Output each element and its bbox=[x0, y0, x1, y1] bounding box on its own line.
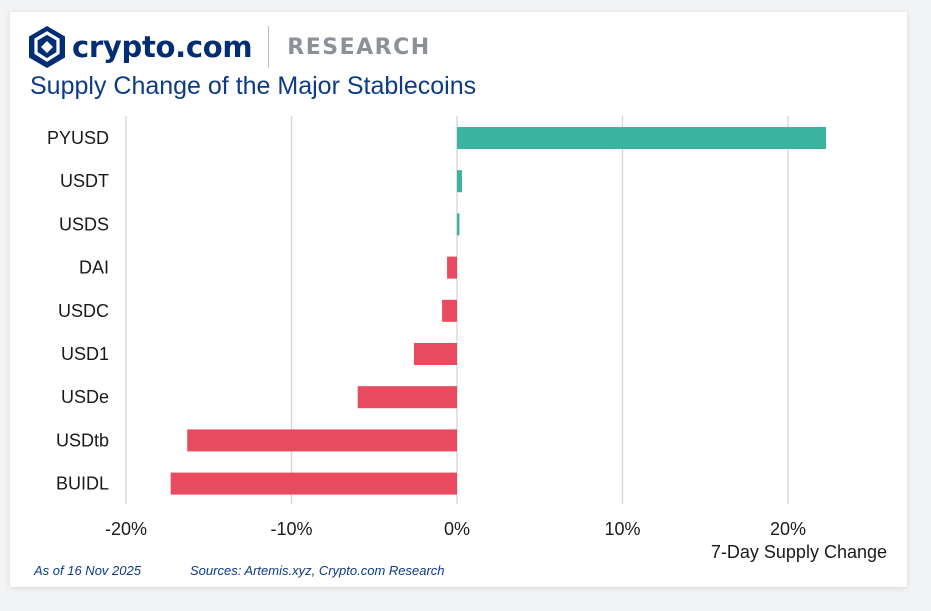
bar-usdt bbox=[457, 170, 462, 193]
category-label: USDe bbox=[61, 387, 109, 407]
category-label: USDC bbox=[58, 301, 109, 321]
category-label: USD1 bbox=[61, 344, 109, 364]
x-tick-label: -10% bbox=[270, 519, 312, 539]
brand-divider bbox=[268, 26, 270, 68]
bar-dai bbox=[447, 256, 457, 279]
bar-usd1 bbox=[413, 343, 457, 365]
bar-usde bbox=[357, 386, 457, 409]
chart-card bbox=[10, 12, 907, 587]
category-label: USDS bbox=[59, 214, 109, 234]
bar-buidl bbox=[170, 472, 457, 495]
category-label: DAI bbox=[79, 258, 109, 278]
brand-header: crypto.com RESEARCH bbox=[28, 24, 431, 70]
sources-note: Sources: Artemis.xyz, Crypto.com Researc… bbox=[190, 563, 445, 578]
category-labels: PYUSD USDT USDS DAI USDC USD1 USDe USDtb BUIDL bbox=[47, 128, 109, 494]
category-label: USDtb bbox=[56, 430, 109, 450]
bar-pyusd bbox=[457, 127, 827, 149]
x-tick-labels: -20% -10% 0% 10% 20% bbox=[105, 519, 806, 539]
x-tick-label: 0% bbox=[444, 519, 470, 539]
crypto-com-logo-icon bbox=[29, 26, 65, 68]
x-tick-label: 20% bbox=[770, 519, 806, 539]
chart-title: Supply Change of the Major Stablecoins bbox=[30, 72, 477, 100]
bar-usdtb bbox=[187, 429, 458, 452]
category-label: USDT bbox=[60, 171, 109, 191]
brand-wordmark: crypto.com bbox=[72, 30, 253, 64]
bar-usds bbox=[457, 213, 460, 236]
category-label: BUIDL bbox=[56, 474, 109, 494]
x-tick-label: -20% bbox=[105, 519, 147, 539]
bars bbox=[170, 127, 827, 495]
x-axis-title: 7-Day Supply Change bbox=[711, 542, 887, 562]
as-of-date: As of 16 Nov 2025 bbox=[34, 563, 141, 578]
category-label: PYUSD bbox=[47, 128, 109, 148]
x-tick-label: 10% bbox=[604, 519, 640, 539]
brand-section-label: RESEARCH bbox=[287, 34, 431, 60]
bar-usdc bbox=[442, 299, 457, 322]
